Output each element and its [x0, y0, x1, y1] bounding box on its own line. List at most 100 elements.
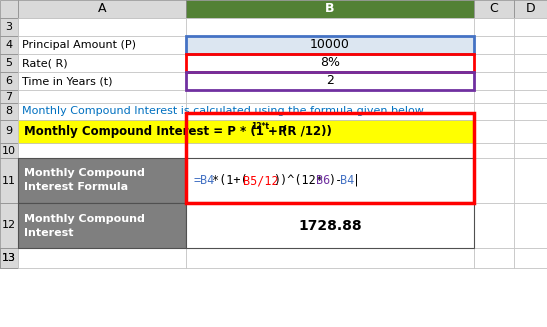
Bar: [514, 158, 547, 203]
Text: Monthly Compound Interest = P * (1 + (R /12)): Monthly Compound Interest = P * (1 + (R …: [24, 125, 332, 138]
Text: ))^(12*: ))^(12*: [274, 174, 323, 187]
Bar: [186, 248, 474, 268]
Text: D: D: [526, 3, 536, 15]
Bar: [474, 120, 514, 143]
Bar: [186, 103, 474, 120]
Bar: [514, 103, 547, 120]
Text: 2: 2: [326, 75, 334, 88]
Bar: [474, 72, 514, 90]
Bar: [0, 54, 18, 72]
Text: 13: 13: [2, 253, 16, 263]
Bar: [18, 0, 186, 18]
Bar: [474, 143, 514, 158]
Bar: [514, 248, 547, 268]
Text: 12*t: 12*t: [251, 122, 269, 131]
Bar: [474, 248, 514, 268]
Text: B6: B6: [316, 174, 330, 187]
Bar: [514, 54, 547, 72]
Bar: [18, 103, 186, 120]
Text: 10: 10: [2, 146, 16, 156]
Bar: [186, 54, 474, 72]
Bar: [186, 72, 474, 90]
Bar: [186, 113, 474, 203]
Bar: [18, 143, 186, 158]
Bar: [186, 158, 474, 203]
Text: 8%: 8%: [320, 57, 340, 70]
Text: C: C: [490, 3, 498, 15]
Bar: [0, 36, 18, 54]
Text: 1728.88: 1728.88: [298, 218, 362, 232]
Bar: [18, 248, 186, 268]
Bar: [0, 103, 18, 120]
Bar: [18, 158, 186, 203]
Text: 13: 13: [2, 253, 16, 263]
Bar: [474, 103, 514, 120]
Bar: [186, 36, 474, 54]
Text: B: B: [325, 3, 335, 15]
Bar: [514, 203, 547, 248]
Bar: [186, 203, 474, 248]
Bar: [514, 18, 547, 36]
Text: A: A: [98, 3, 106, 15]
Text: B4: B4: [200, 174, 214, 187]
Bar: [474, 158, 514, 203]
Text: B5/12: B5/12: [243, 174, 278, 187]
Text: 7: 7: [5, 92, 13, 101]
Bar: [514, 72, 547, 90]
Bar: [474, 248, 514, 268]
Text: |: |: [353, 174, 360, 187]
Bar: [0, 158, 18, 203]
Bar: [0, 248, 18, 268]
Bar: [18, 72, 186, 90]
Bar: [514, 143, 547, 158]
Text: 11: 11: [2, 176, 16, 185]
Bar: [186, 36, 474, 54]
Text: 12: 12: [2, 220, 16, 231]
Bar: [514, 248, 547, 268]
Text: 10000: 10000: [310, 39, 350, 51]
Text: 4: 4: [5, 40, 13, 50]
Bar: [18, 90, 186, 103]
Text: 8: 8: [5, 107, 13, 116]
Text: 9: 9: [5, 127, 13, 136]
Bar: [514, 0, 547, 18]
Text: 3: 3: [5, 22, 13, 32]
Text: 5: 5: [5, 58, 13, 68]
Text: Time in Years (t): Time in Years (t): [22, 76, 113, 86]
Text: )-: )-: [328, 174, 342, 187]
Bar: [186, 72, 474, 90]
Bar: [474, 36, 514, 54]
Text: Monthly Compound
Interest: Monthly Compound Interest: [24, 214, 145, 237]
Bar: [514, 90, 547, 103]
Bar: [18, 120, 186, 143]
Bar: [0, 120, 18, 143]
Bar: [514, 36, 547, 54]
Bar: [18, 203, 186, 248]
Text: Monthly Compound Interest is calculated using the formula given below: Monthly Compound Interest is calculated …: [22, 107, 424, 116]
Bar: [0, 18, 18, 36]
Bar: [186, 248, 474, 268]
Bar: [18, 158, 186, 203]
Bar: [186, 0, 474, 18]
Bar: [18, 203, 186, 248]
Bar: [0, 248, 18, 268]
Bar: [18, 54, 186, 72]
Text: 6: 6: [5, 76, 13, 86]
Bar: [0, 0, 18, 18]
Bar: [18, 36, 186, 54]
Bar: [474, 203, 514, 248]
Bar: [0, 143, 18, 158]
Text: =: =: [194, 174, 201, 187]
Bar: [474, 18, 514, 36]
Text: Monthly Compound
Interest Formula: Monthly Compound Interest Formula: [24, 168, 145, 193]
Bar: [186, 90, 474, 103]
Bar: [186, 158, 474, 203]
Bar: [186, 36, 474, 54]
Bar: [474, 54, 514, 72]
Bar: [474, 0, 514, 18]
Bar: [514, 120, 547, 143]
Bar: [474, 90, 514, 103]
Bar: [186, 143, 474, 158]
Bar: [18, 120, 474, 143]
Text: Principal Amount (P): Principal Amount (P): [22, 40, 136, 50]
